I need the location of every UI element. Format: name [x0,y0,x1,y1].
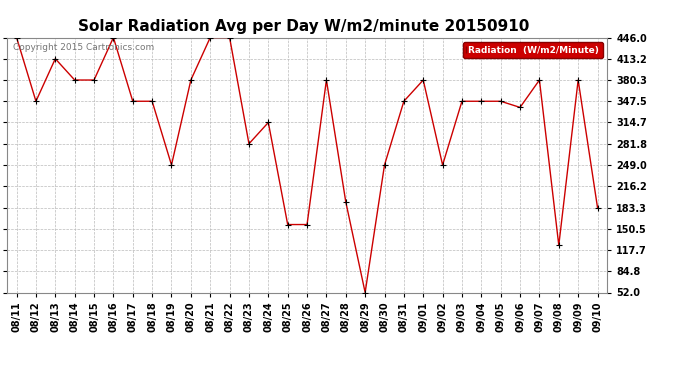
Text: Copyright 2015 Cartronics.com: Copyright 2015 Cartronics.com [13,43,154,52]
Legend: Radiation  (W/m2/Minute): Radiation (W/m2/Minute) [463,42,602,58]
Text: Solar Radiation Avg per Day W/m2/minute 20150910: Solar Radiation Avg per Day W/m2/minute … [78,19,529,34]
